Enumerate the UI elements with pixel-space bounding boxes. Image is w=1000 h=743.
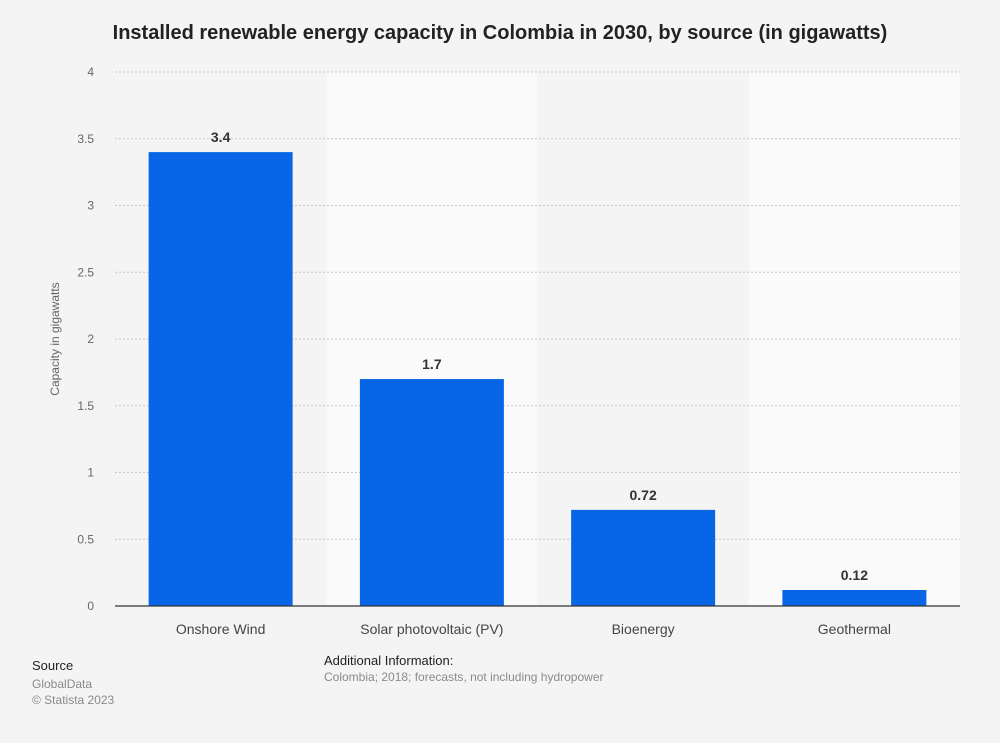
- y-tick-label: 2: [87, 332, 94, 346]
- data-label: 1.7: [422, 356, 442, 372]
- y-tick-label: 3: [87, 199, 94, 213]
- additional-info-heading[interactable]: Additional Information:: [324, 653, 454, 668]
- additional-info-text: Colombia; 2018; forecasts, not including…: [324, 670, 604, 684]
- x-axis-ticks: Onshore Wind Solar photovoltaic (PV) Bioen…: [176, 621, 891, 637]
- additional-info-block: Additional Information: Colombia; 2018; …: [324, 653, 604, 684]
- x-tick-label: Onshore Wind: [176, 621, 265, 637]
- copyright: © Statista 2023: [32, 693, 115, 707]
- data-label: 0.12: [841, 567, 868, 583]
- y-tick-label: 1: [87, 466, 94, 480]
- bar[interactable]: [571, 509, 716, 606]
- y-tick-label: 1.5: [77, 399, 94, 413]
- x-tick-label: Solar photovoltaic (PV): [360, 621, 503, 637]
- bars: [148, 152, 927, 606]
- y-axis-ticks: 0 0.5 1 1.5 2 2.5 3 3.5 4: [77, 65, 94, 613]
- y-tick-label: 4: [87, 65, 94, 79]
- source-heading[interactable]: Source: [32, 658, 74, 673]
- y-tick-label: 0.5: [77, 532, 94, 546]
- value-labels: 3.4 1.7 0.72 0.12: [211, 129, 868, 583]
- source-name[interactable]: GlobalData: [32, 677, 93, 691]
- data-label: 3.4: [211, 129, 231, 145]
- source-block: Source GlobalData © Statista 2023: [32, 658, 114, 707]
- bar[interactable]: [359, 379, 504, 606]
- data-label: 0.72: [630, 487, 657, 503]
- y-tick-label: 2.5: [77, 265, 94, 279]
- chart-title: Installed renewable energy capacity in C…: [112, 22, 888, 44]
- bar[interactable]: [148, 152, 293, 606]
- x-tick-label: Geothermal: [818, 621, 891, 637]
- bar[interactable]: [782, 589, 927, 606]
- y-axis-label: Capacity in gigawatts: [48, 282, 62, 395]
- x-tick-label: Bioenergy: [612, 621, 675, 637]
- y-tick-label: 3.5: [77, 132, 94, 146]
- y-tick-label: 0: [87, 599, 94, 613]
